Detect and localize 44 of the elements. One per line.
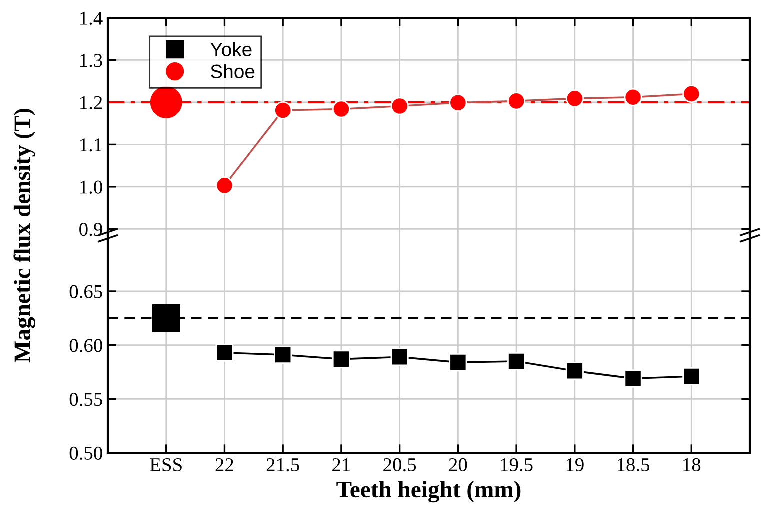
legend-label: Yoke — [210, 42, 252, 57]
y-tick-label: 1.0 — [80, 180, 102, 194]
point — [449, 354, 468, 372]
x-tick-label: 18.5 — [618, 458, 650, 472]
y-tick-label: 0.55 — [70, 392, 102, 406]
x-tick-label: 22 — [216, 458, 234, 472]
y-tick-label: 1.2 — [80, 96, 102, 110]
x-tick-label: ESS — [150, 458, 182, 472]
point — [682, 84, 701, 104]
x-tick-label: 20.5 — [384, 458, 416, 472]
y-tick-label: 1.4 — [80, 12, 103, 26]
y-tick-label: 0.60 — [70, 339, 102, 352]
point — [566, 362, 584, 380]
point — [682, 368, 701, 386]
x-tick-label: 19 — [566, 458, 584, 472]
point — [152, 304, 180, 332]
x-tick-label: 21.5 — [266, 458, 300, 472]
point — [390, 348, 409, 366]
point — [332, 100, 350, 118]
point — [624, 370, 642, 388]
point — [274, 346, 292, 364]
point — [508, 92, 526, 110]
y-tick-label: 0.65 — [70, 285, 102, 299]
point — [449, 94, 468, 112]
y-tick-label: 1.3 — [80, 54, 102, 68]
x-tick-label: 20 — [449, 458, 468, 472]
y-axis-title: Magnetic flux density (T) — [14, 108, 36, 363]
x-tick-label: 19.5 — [501, 458, 533, 472]
point — [274, 101, 292, 120]
y-tick-label: 0.50 — [70, 446, 102, 460]
y-tick-label: 1.1 — [80, 138, 102, 152]
point — [624, 88, 642, 106]
y-tick-label: 0.9 — [80, 222, 102, 236]
x-axis-title: Teeth height (mm) — [336, 481, 521, 503]
point — [566, 90, 584, 108]
point — [332, 350, 350, 368]
point — [390, 97, 409, 116]
point — [216, 344, 234, 362]
x-tick-label: 21 — [332, 458, 350, 472]
point — [150, 86, 182, 118]
x-tick-label: 18 — [684, 458, 701, 472]
point — [216, 176, 234, 195]
point — [508, 352, 526, 371]
legend-label: Shoe — [210, 64, 255, 79]
